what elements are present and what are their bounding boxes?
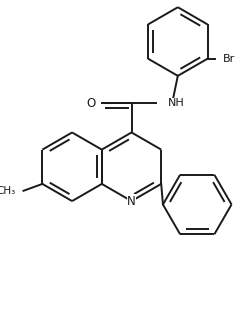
Text: O: O [86, 97, 96, 110]
Text: NH: NH [168, 98, 185, 108]
Text: Br: Br [223, 54, 235, 64]
Text: CH₃: CH₃ [0, 186, 16, 196]
Text: N: N [127, 195, 136, 208]
